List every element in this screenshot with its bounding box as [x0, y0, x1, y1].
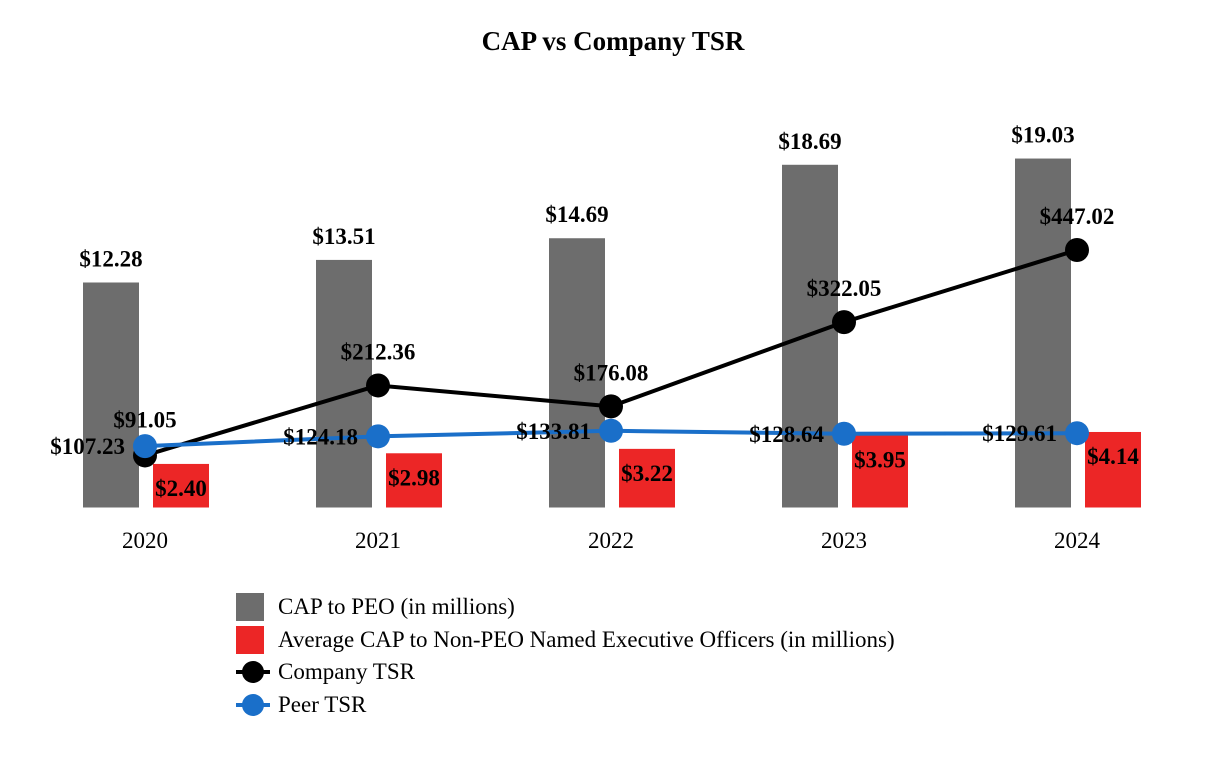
chart-plot: $12.28 $2.40 $13.51 $2.98 $14.69 $3.22 $18.69 $…	[50, 122, 1141, 553]
label-peer-tsr-2023: $128.64	[749, 422, 824, 447]
point-peer-tsr-2023	[832, 421, 856, 446]
bar-cap-non-peo-2022	[619, 448, 675, 508]
label-company-tsr-2020: $91.05	[113, 407, 176, 432]
bar-cap-non-peo-2023	[852, 435, 908, 508]
label-peer-tsr-2022: $133.81	[516, 419, 591, 444]
point-peer-tsr-2022	[599, 418, 623, 443]
bar-cap-peo-2024	[1015, 158, 1071, 509]
point-company-tsr-2022	[599, 394, 623, 419]
legend-item-cap-non-peo: Average CAP to Non-PEO Named Executive O…	[236, 624, 895, 657]
label-peer-tsr-2020: $107.23	[50, 434, 125, 459]
bar-cap-non-peo-2021	[386, 453, 442, 508]
label-cap-peo-2021: $13.51	[312, 224, 375, 249]
label-cap-peo-2024: $19.03	[1011, 123, 1074, 148]
x-tick-2022: 2022	[588, 528, 634, 553]
lines-layer	[133, 238, 1089, 468]
bar-cap-non-peo-2020	[153, 463, 209, 508]
x-tick-2023: 2023	[821, 528, 867, 553]
label-company-tsr-2021: $212.36	[341, 339, 416, 364]
label-cap-non-peo-2023: $3.95	[854, 447, 906, 472]
legend-swatch-cap-peo	[236, 593, 264, 622]
bar-cap-peo-2020	[83, 282, 139, 508]
legend-swatch-cap-non-peo	[236, 625, 264, 654]
legend-item-company-tsr: Company TSR	[236, 656, 895, 689]
bar-cap-peo-2021	[316, 259, 372, 508]
legend: CAP to PEO (in millions) Average CAP to …	[236, 591, 895, 721]
point-company-tsr-2023	[832, 310, 856, 335]
bar-cap-non-peo-2024	[1085, 431, 1141, 508]
label-company-tsr-2022: $176.08	[574, 360, 649, 385]
legend-label-company-tsr: Company TSR	[278, 659, 415, 685]
label-cap-non-peo-2020: $2.40	[155, 476, 207, 501]
label-peer-tsr-2024: $129.61	[982, 421, 1057, 446]
chart-title: CAP vs Company TSR	[481, 26, 745, 56]
point-peer-tsr-2020	[133, 434, 157, 459]
label-cap-non-peo-2022: $3.22	[621, 461, 673, 486]
label-company-tsr-2024: $447.02	[1040, 204, 1115, 229]
legend-marker-peer-tsr	[236, 691, 270, 719]
label-cap-peo-2020: $12.28	[79, 246, 142, 271]
x-tick-2021: 2021	[355, 528, 401, 553]
label-cap-peo-2023: $18.69	[778, 129, 841, 154]
label-cap-peo-2022: $14.69	[545, 202, 608, 227]
legend-marker-company-tsr	[236, 658, 270, 686]
legend-label-cap-non-peo: Average CAP to Non-PEO Named Executive O…	[278, 626, 895, 652]
x-axis-ticks: 2020 2021 2022 2023 2024	[122, 528, 1101, 553]
label-cap-non-peo-2024: $4.14	[1087, 444, 1139, 469]
point-peer-tsr-2024	[1065, 421, 1089, 446]
labels-layer: $12.28 $2.40 $13.51 $2.98 $14.69 $3.22 $18.69 $…	[50, 123, 1139, 501]
point-company-tsr-2024	[1065, 238, 1089, 263]
bars-layer	[83, 158, 1141, 509]
point-company-tsr-2021	[366, 373, 390, 398]
x-tick-2024: 2024	[1054, 528, 1101, 553]
label-peer-tsr-2021: $124.18	[283, 424, 358, 449]
x-tick-2020: 2020	[122, 528, 168, 553]
label-company-tsr-2023: $322.05	[807, 276, 882, 301]
label-cap-non-peo-2021: $2.98	[388, 465, 440, 490]
point-peer-tsr-2021	[366, 424, 390, 449]
legend-label-cap-peo: CAP to PEO (in millions)	[278, 594, 515, 620]
legend-item-cap-peo: CAP to PEO (in millions)	[236, 591, 895, 624]
legend-label-peer-tsr: Peer TSR	[278, 691, 367, 717]
legend-item-peer-tsr: Peer TSR	[236, 689, 895, 722]
bar-cap-peo-2022	[549, 238, 605, 509]
